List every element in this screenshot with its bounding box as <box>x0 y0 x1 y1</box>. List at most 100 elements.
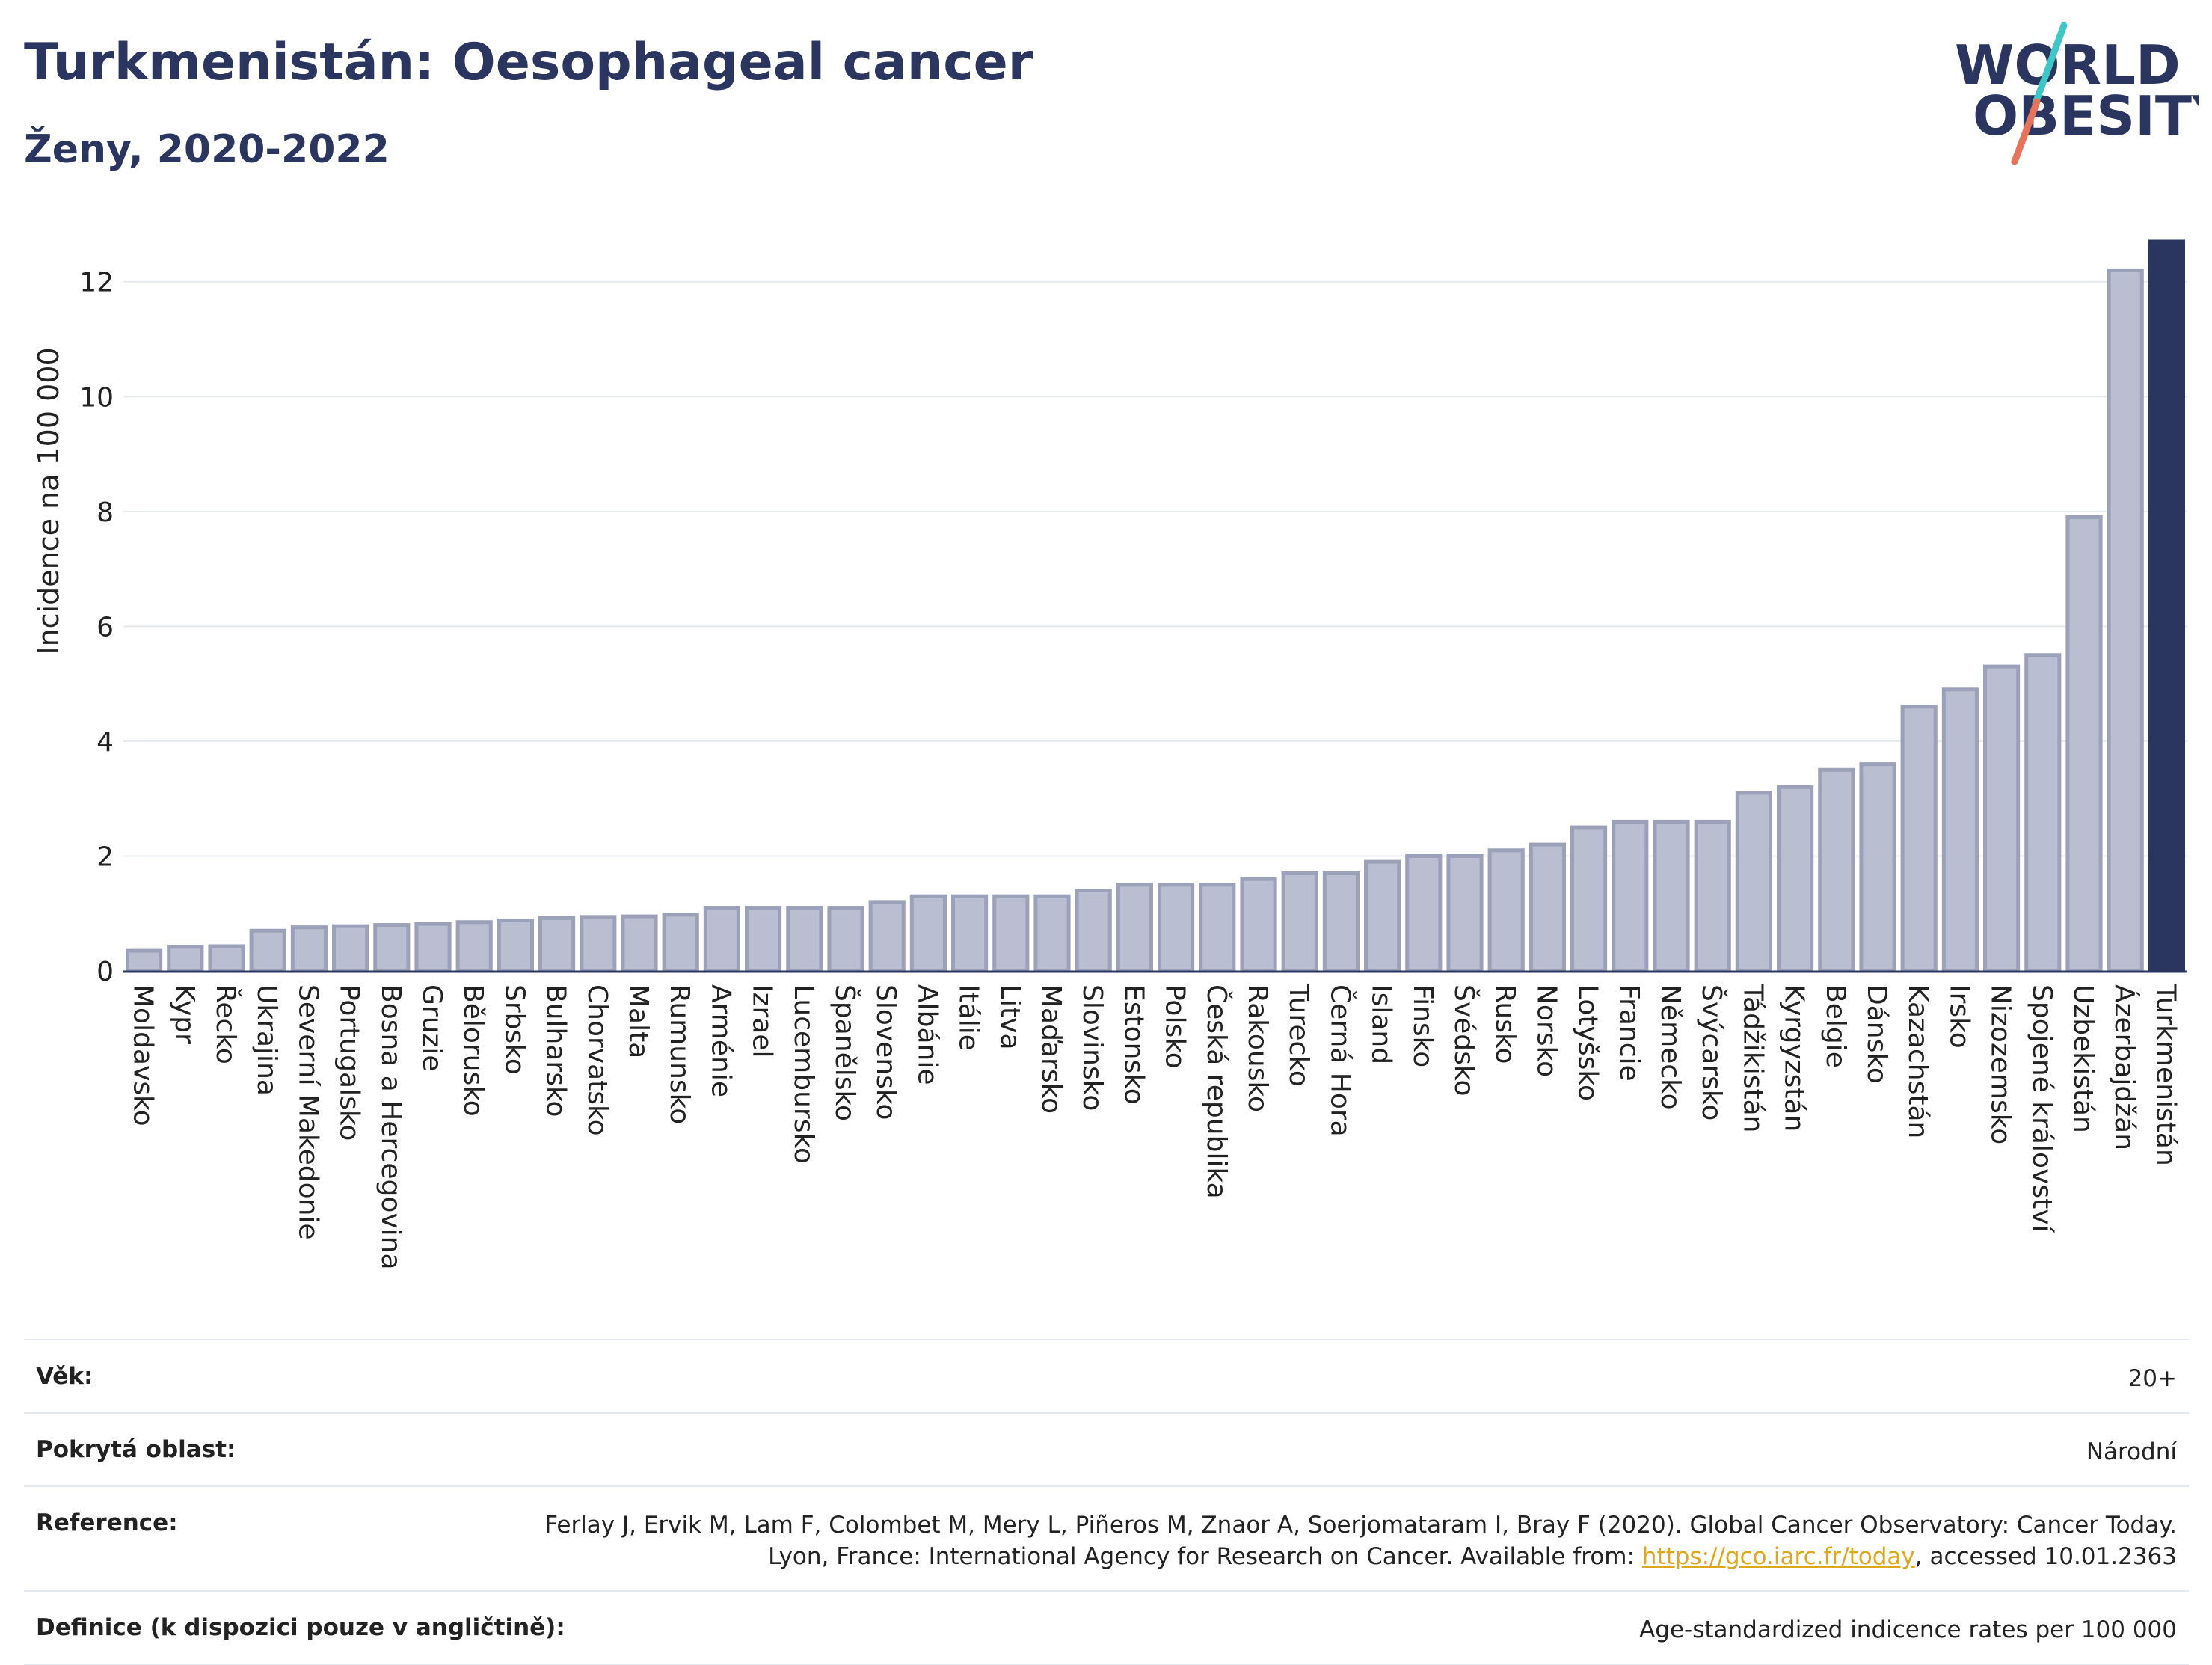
x-tick-label: Slovensko <box>870 984 901 1120</box>
meta-value: Národní <box>2086 1438 2177 1465</box>
bar-25 <box>1158 883 1195 973</box>
bar-38 <box>1694 819 1731 973</box>
chart-subtitle: Ženy, 2020-2022 <box>24 127 390 172</box>
bar-28 <box>1281 871 1318 973</box>
y-tick-label: 6 <box>96 612 114 643</box>
x-tick-label: Kypr <box>169 984 200 1044</box>
bar-37 <box>1653 819 1690 973</box>
x-tick-label: Ázerbajdžán <box>2109 984 2140 1150</box>
bar-43 <box>1900 705 1938 973</box>
x-tick-labels: Moldavsko Kypr Řecko Ukrajina Severní Makedo… <box>128 984 2181 1270</box>
meta-label: Pokrytá oblast: <box>36 1436 236 1463</box>
x-tick-label: Turkmenistán <box>2150 984 2181 1166</box>
y-tick-label: 0 <box>96 957 114 987</box>
bar-22 <box>1033 894 1071 973</box>
bar-4 <box>290 925 328 973</box>
x-tick-label: Česká republika <box>1201 984 1232 1199</box>
bar-40 <box>1777 785 1814 973</box>
x-tick-label: Španělsko <box>829 984 861 1121</box>
bar-46 <box>2024 653 2062 973</box>
chart-title: Turkmenistán: Oesophageal cancer <box>24 33 1033 92</box>
bar-41 <box>1818 767 1855 973</box>
bar-30 <box>1364 859 1401 973</box>
bar-27 <box>1240 877 1277 973</box>
bar-16 <box>786 906 823 973</box>
bar-34 <box>1529 842 1566 973</box>
bar-19 <box>909 894 947 973</box>
bar-1 <box>167 945 204 973</box>
y-tick-label: 10 <box>79 382 114 413</box>
x-tick-label: Arménie <box>705 984 736 1097</box>
x-tick-label: Slovinsko <box>1077 984 1107 1111</box>
y-tick-label: 12 <box>79 268 114 298</box>
bar-9 <box>497 918 534 973</box>
meta-label: Věk: <box>36 1363 93 1390</box>
x-tick-label: Island <box>1366 984 1397 1064</box>
y-tick-label: 4 <box>96 727 114 758</box>
bar-21 <box>992 894 1030 973</box>
x-tick-label: Kazachstán <box>1902 984 1933 1138</box>
bar-8 <box>455 920 493 973</box>
bar-6 <box>373 923 411 973</box>
x-tick-label: Lucembursko <box>788 984 819 1164</box>
x-tick-label: Izrael <box>747 984 778 1058</box>
bar-44 <box>1941 687 1979 973</box>
x-tick-label: Belgie <box>1820 984 1851 1068</box>
bar-chart: 0 2 4 6 8 10 12 Moldavsko Kypr Řecko Ukrajina Seve… <box>79 239 2187 1270</box>
x-tick-label: Francie <box>1614 984 1644 1082</box>
x-tick-label: Severní Makedonie <box>292 984 323 1240</box>
x-tick-label: Řecko <box>210 984 242 1064</box>
x-tick-label: Itálie <box>953 984 984 1051</box>
logo-line2: OBESITY <box>1973 85 2199 147</box>
meta-row-age: Věk: 20+ <box>24 1339 2189 1412</box>
bar-36 <box>1612 819 1649 973</box>
bar-11 <box>580 915 617 973</box>
meta-label: Definice (k dispozici pouze v angličtině… <box>36 1614 565 1641</box>
bar-47 <box>2065 515 2103 973</box>
bar-48 <box>2107 268 2144 973</box>
meta-label: Reference: <box>36 1509 178 1536</box>
x-tick-label: Polsko <box>1160 984 1191 1069</box>
x-tick-label: Moldavsko <box>128 984 159 1126</box>
bar-23 <box>1075 889 1112 973</box>
x-tick-label: Uzbekistán <box>2068 984 2098 1133</box>
meta-row-reference: Reference: Ferlay J, Ervik M, Lam F, Col… <box>24 1485 2189 1590</box>
meta-value: Age-standardized indicence rates per 100… <box>1639 1616 2177 1643</box>
x-tick-label: Rusko <box>1490 984 1520 1064</box>
y-tick-label: 2 <box>96 841 114 872</box>
x-tick-label: Albánie <box>912 984 942 1085</box>
y-tick-label: 8 <box>96 497 114 528</box>
x-tick-label: Kyrgyzstán <box>1779 984 1810 1132</box>
bar-26 <box>1199 883 1236 973</box>
x-tick-label: Rakousko <box>1242 984 1273 1112</box>
x-tick-label: Estonsko <box>1118 984 1149 1105</box>
bar-7 <box>414 922 452 973</box>
x-tick-label: Norsko <box>1531 984 1561 1077</box>
bar-33 <box>1487 848 1525 973</box>
x-tick-label: Srbsko <box>499 984 529 1075</box>
bar-0 <box>126 948 163 973</box>
bar-3 <box>249 928 286 973</box>
x-tick-label: Ukrajina <box>251 984 282 1096</box>
x-tick-label: Lotyšsko <box>1573 984 1603 1101</box>
bars <box>123 239 2187 973</box>
x-tick-label: Nizozemsko <box>1985 984 2016 1144</box>
x-tick-label: Rumunsko <box>664 984 695 1124</box>
x-tick-label: Černá Hora <box>1324 984 1356 1137</box>
logo-line1: WORLD <box>1955 34 2181 96</box>
x-tick-label: Německo <box>1655 984 1686 1110</box>
bar-15 <box>745 906 782 973</box>
y-tick-labels: 0 2 4 6 8 10 12 <box>79 268 114 987</box>
bar-18 <box>868 900 906 973</box>
reference-link[interactable]: https://gco.iarc.fr/today <box>1641 1543 1915 1570</box>
bar-35 <box>1570 825 1608 973</box>
x-tick-label: Malta <box>623 984 654 1058</box>
bar-12 <box>621 914 658 973</box>
x-tick-label: Bosna a Hercegovina <box>375 984 406 1270</box>
x-tick-label: Švýcarsko <box>1696 984 1727 1120</box>
bar-39 <box>1735 791 1772 973</box>
x-tick-label: Portugalsko <box>334 984 365 1141</box>
x-tick-label: Irsko <box>1944 984 1974 1049</box>
world-obesity-logo: WORLD OBESITY <box>1955 22 2199 165</box>
bar-24 <box>1116 883 1153 973</box>
